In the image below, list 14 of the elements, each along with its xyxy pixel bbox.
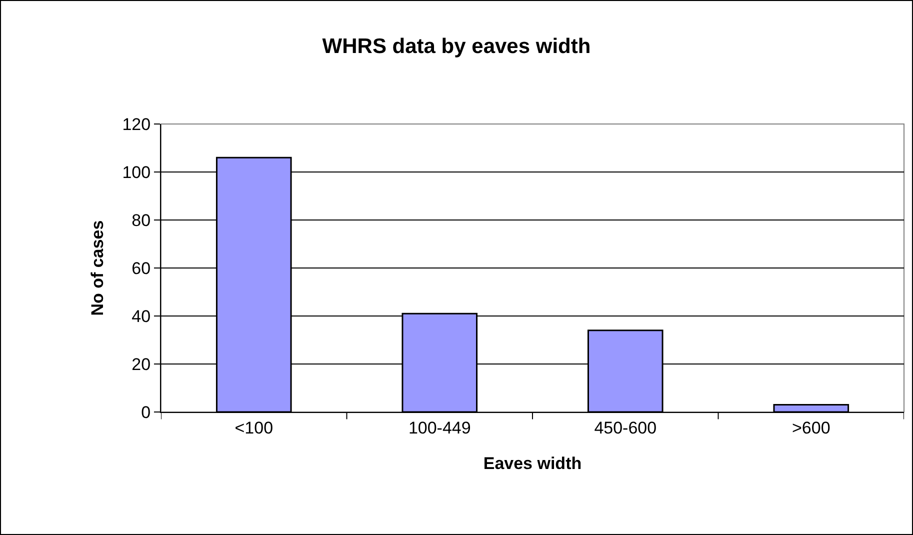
y-tick-label: 40	[132, 306, 151, 326]
x-tick-label: <100	[234, 418, 274, 438]
y-tick-label: 80	[132, 210, 151, 230]
x-tick-label: 100-449	[408, 418, 471, 438]
y-tick-label: 120	[122, 114, 151, 134]
x-axis-title: Eaves width	[483, 454, 582, 473]
y-tick-label: 20	[132, 354, 151, 374]
y-tick-label: 60	[132, 258, 151, 278]
y-tick-label: 100	[122, 162, 151, 182]
x-tick-label: 450-600	[594, 418, 657, 438]
y-tick-label: 0	[141, 402, 151, 422]
chart-title: WHRS data by eaves width	[322, 35, 591, 58]
x-tick-label: >600	[792, 418, 830, 438]
y-axis-title: No of cases	[88, 220, 107, 316]
